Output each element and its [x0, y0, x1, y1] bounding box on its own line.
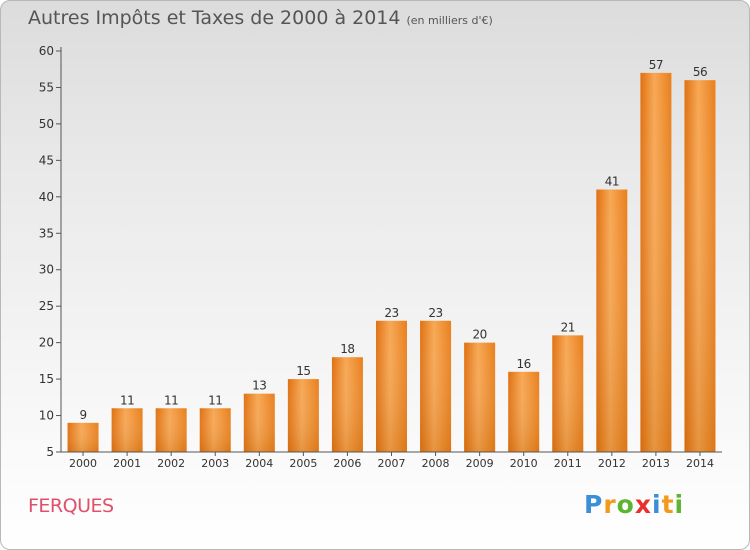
x-tick-label: 2005 [289, 457, 317, 470]
bar-value-label: 23 [428, 306, 442, 320]
x-tick-label: 2001 [113, 457, 141, 470]
y-tick-label: 15 [39, 372, 54, 386]
x-tick-label: 2000 [69, 457, 97, 470]
chart-subtitle: (en milliers d'€) [406, 14, 493, 27]
bar-value-label: 11 [164, 393, 178, 407]
bar-shade [376, 320, 407, 452]
bar-value-label: 56 [693, 65, 707, 79]
bar-shade [67, 422, 99, 452]
y-tick-label: 10 [39, 409, 54, 423]
x-tick-label: 2012 [598, 457, 626, 470]
axes-group [56, 47, 722, 456]
labels-group: 5 10 15 20 25 30 35 40 45 50 55 60 9 2000 11 2001 11 2002… [39, 44, 714, 470]
commune-name: FERQUES [28, 495, 114, 517]
y-tick-label: 50 [39, 117, 54, 131]
bar-shade [111, 408, 143, 452]
bar-value-label: 57 [649, 58, 663, 72]
x-tick-label: 2013 [642, 457, 670, 470]
logo-letter: P [584, 490, 604, 519]
logo-letter: i [652, 490, 662, 519]
bar-shade [243, 393, 275, 452]
x-tick-label: 2011 [554, 457, 582, 470]
logo-letter: r [603, 490, 617, 519]
bar-shade [199, 408, 231, 452]
bar-value-label: 9 [79, 408, 86, 422]
logo-letter: t [661, 490, 675, 519]
bar-value-label: 21 [561, 320, 575, 334]
y-tick-label: 30 [39, 263, 54, 277]
y-tick-label: 40 [39, 190, 54, 204]
x-tick-label: 2008 [422, 457, 450, 470]
y-tick-label: 5 [46, 445, 54, 459]
bar-value-label: 11 [120, 393, 134, 407]
y-tick-label: 45 [39, 153, 54, 167]
bar-shade [331, 357, 363, 452]
chart-title: Autres Impôts et Taxes de 2000 à 2014 (en… [28, 7, 493, 29]
y-tick-label: 20 [39, 336, 54, 350]
logo-letter: i [674, 490, 685, 519]
bar-shade [640, 72, 672, 452]
x-tick-label: 2006 [333, 457, 361, 470]
logo-letter: o [616, 490, 635, 519]
bar-value-label: 41 [605, 175, 619, 189]
x-tick-label: 2014 [686, 457, 714, 470]
y-tick-label: 35 [39, 226, 54, 240]
x-tick-label: 2010 [510, 457, 538, 470]
logo-letter: x [634, 490, 652, 519]
bar-value-label: 23 [384, 306, 398, 320]
bar-shade [552, 335, 584, 452]
bar-shade [420, 320, 452, 452]
x-tick-label: 2004 [245, 457, 273, 470]
bar-shade [684, 80, 716, 452]
y-tick-label: 55 [39, 80, 54, 94]
chart-title-main: Autres Impôts et Taxes de 2000 à 2014 [28, 7, 401, 29]
y-tick-label: 60 [39, 44, 54, 58]
bar-value-label: 18 [340, 342, 354, 356]
bar-shade [287, 379, 319, 452]
bar-value-label: 13 [252, 379, 266, 393]
bar-shade [155, 408, 187, 452]
bar-value-label: 16 [517, 357, 531, 371]
x-tick-label: 2003 [201, 457, 229, 470]
bar-shade [508, 371, 540, 452]
y-tick-label: 25 [39, 299, 54, 313]
bar-value-label: 15 [296, 364, 310, 378]
proxiti-logo: Proxiti [584, 490, 684, 519]
bar-shade [464, 342, 496, 452]
bar-value-label: 11 [208, 393, 222, 407]
bars-group [67, 72, 716, 452]
x-tick-label: 2007 [378, 457, 406, 470]
x-tick-label: 2009 [466, 457, 494, 470]
bar-shade [596, 189, 628, 452]
bar-value-label: 20 [472, 328, 486, 342]
x-tick-label: 2002 [157, 457, 185, 470]
